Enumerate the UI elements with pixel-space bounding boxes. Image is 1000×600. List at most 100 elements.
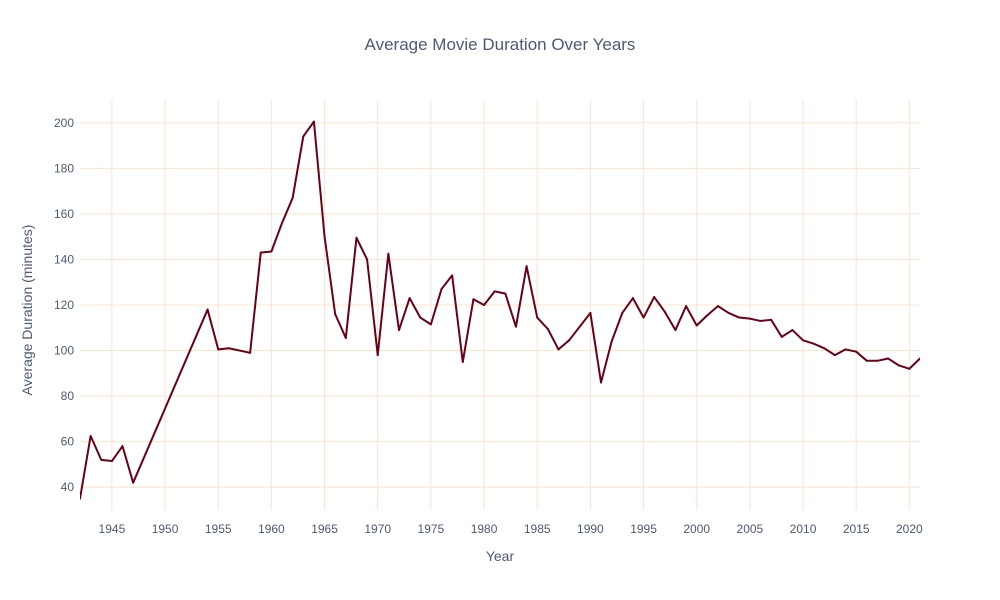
data-point: [695, 324, 698, 327]
data-point: [312, 120, 315, 123]
data-point: [80, 497, 81, 500]
tick-labels: 1945 1950 1955 1960 1965 1970 1975 1980 1985 1990…: [54, 116, 923, 536]
data-point: [855, 350, 858, 353]
data-point: [451, 274, 454, 277]
data-point: [121, 445, 124, 448]
data-point: [812, 342, 815, 345]
data-point: [440, 288, 443, 291]
series-layer: [80, 120, 920, 500]
data-point: [302, 135, 305, 138]
data-point: [504, 292, 507, 295]
data-point: [748, 317, 751, 320]
x-tick-label: 1960: [258, 522, 285, 536]
x-tick-label: 2020: [896, 522, 923, 536]
x-tick-label: 1950: [152, 522, 179, 536]
x-tick-label: 1985: [524, 522, 551, 536]
x-tick-label: 1980: [471, 522, 498, 536]
data-point: [472, 298, 475, 301]
y-tick-label: 140: [54, 252, 74, 266]
data-point: [833, 354, 836, 357]
data-point: [908, 367, 911, 370]
y-tick-label: 180: [54, 161, 74, 175]
data-point: [631, 297, 634, 300]
data-point: [259, 251, 262, 254]
y-tick-label: 100: [54, 344, 74, 358]
x-tick-label: 1990: [577, 522, 604, 536]
data-point: [536, 316, 539, 319]
data-point: [865, 359, 868, 362]
data-point: [706, 314, 709, 317]
data-point: [493, 290, 496, 293]
x-tick-label: 1970: [364, 522, 391, 536]
data-point: [387, 252, 390, 255]
data-point: [600, 381, 603, 384]
y-tick-label: 60: [61, 435, 75, 449]
data-point: [738, 316, 741, 319]
data-point: [206, 308, 209, 311]
data-point: [802, 339, 805, 342]
data-point: [397, 329, 400, 332]
data-point: [270, 250, 273, 253]
data-point: [642, 316, 645, 319]
x-tick-label: 2005: [737, 522, 764, 536]
data-point: [716, 305, 719, 308]
data-point: [621, 311, 624, 314]
data-point: [557, 348, 560, 351]
x-tick-label: 2000: [683, 522, 710, 536]
y-axis-title: Average Duration (minutes): [19, 225, 35, 396]
y-tick-label: 120: [54, 298, 74, 312]
data-point: [323, 235, 326, 238]
data-point: [100, 458, 103, 461]
y-tick-label: 40: [61, 480, 75, 494]
x-tick-label: 1995: [630, 522, 657, 536]
data-point: [110, 460, 113, 463]
data-point: [429, 323, 432, 326]
data-point: [823, 347, 826, 350]
data-point: [685, 305, 688, 308]
data-point: [217, 348, 220, 351]
x-tick-label: 2015: [843, 522, 870, 536]
x-tick-label: 2010: [790, 522, 817, 536]
data-point: [780, 335, 783, 338]
y-tick-label: 80: [61, 389, 75, 403]
x-tick-label: 1975: [418, 522, 445, 536]
data-point: [89, 434, 92, 437]
y-tick-label: 200: [54, 116, 74, 130]
data-point: [791, 329, 794, 332]
data-point: [281, 222, 284, 224]
data-point: [366, 258, 369, 261]
data-point: [759, 319, 762, 322]
data-point: [408, 297, 411, 300]
data-point: [291, 196, 294, 199]
data-point: [653, 296, 656, 299]
data-point: [844, 348, 847, 351]
data-point: [461, 360, 464, 363]
data-point: [525, 265, 528, 268]
grid: [80, 100, 920, 510]
data-point: [589, 311, 592, 314]
data-point: [897, 364, 900, 367]
data-point: [546, 327, 549, 330]
data-point: [227, 347, 230, 350]
chart-title: Average Movie Duration Over Years: [365, 35, 636, 54]
data-point: [249, 351, 252, 354]
data-point: [674, 329, 677, 332]
data-point: [334, 313, 337, 316]
data-point: [887, 357, 890, 360]
x-tick-label: 1955: [205, 522, 232, 536]
data-point: [514, 325, 517, 328]
data-point: [355, 236, 358, 239]
data-point: [610, 340, 613, 343]
data-point: [770, 318, 773, 321]
data-point: [344, 337, 347, 340]
x-axis-title: Year: [486, 548, 515, 564]
x-tick-label: 1945: [99, 522, 126, 536]
data-point: [727, 311, 730, 314]
data-point: [568, 339, 571, 342]
data-point: [919, 357, 920, 360]
data-point: [419, 316, 422, 319]
series-line: [80, 120, 920, 500]
data-point: [376, 354, 379, 357]
